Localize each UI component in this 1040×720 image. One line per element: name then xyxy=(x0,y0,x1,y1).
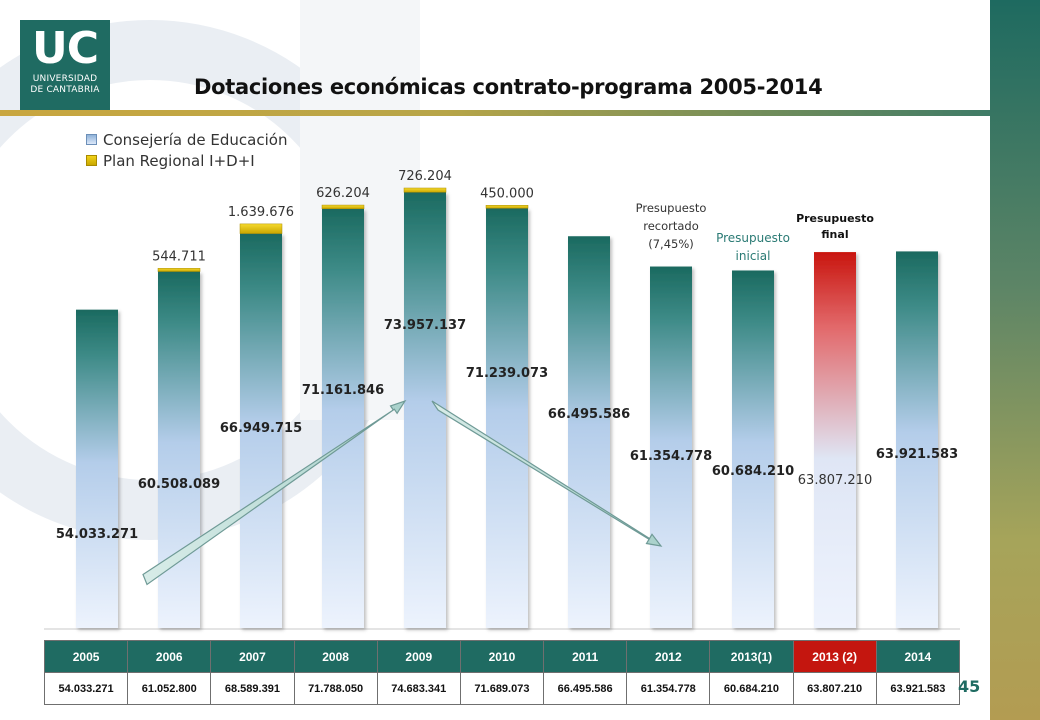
bar-education-2011 xyxy=(568,236,610,628)
table-header-2014: 2014 xyxy=(875,640,961,673)
labels-layer: 54.033.271 60.508.089 66.949.715 71.161.846… xyxy=(56,169,958,542)
table-header-2009: 2009 xyxy=(376,640,461,673)
table-header-2013-2: 2013 (2) xyxy=(792,640,877,673)
table-header-2007: 2007 xyxy=(210,640,295,673)
university-logo: UC UNIVERSIDAD DE CANTABRIA xyxy=(20,20,110,110)
chart-legend: Consejería de Educación Plan Regional I+… xyxy=(86,129,287,171)
table-cell-2013-2: 63.807.210 xyxy=(792,672,877,705)
bars-layer xyxy=(44,187,960,630)
chart-title: Dotaciones económicas contrato-programa … xyxy=(194,75,823,99)
logo-text-line1: UNIVERSIDAD xyxy=(32,74,98,84)
table-header-2008: 2008 xyxy=(293,640,378,673)
data-label-plan-2006: 544.711 xyxy=(152,249,206,264)
arrow-down-icon xyxy=(431,400,663,547)
table-values-row: 54.033.271 61.052.800 68.589.391 71.788.050… xyxy=(43,672,961,705)
table-cell-2008: 71.788.050 xyxy=(293,672,378,705)
data-label-plan-2010: 450.000 xyxy=(480,187,534,202)
annotation-2013-2: Presupuesto final xyxy=(796,212,874,241)
table-header-2012: 2012 xyxy=(626,640,711,673)
table-cell-2013-1: 60.684.210 xyxy=(709,672,794,705)
header-rule xyxy=(0,110,990,116)
arrow-up-icon xyxy=(142,399,407,586)
bar-plan-2007 xyxy=(239,223,283,234)
bar-education-2008 xyxy=(322,208,364,628)
legend-label-education: Consejería de Educación xyxy=(103,130,288,149)
bar-plan-2010 xyxy=(485,205,529,209)
table-header-2006: 2006 xyxy=(127,640,212,673)
table-cell-2009: 74.683.341 xyxy=(376,672,461,705)
logo-mark: UC xyxy=(31,23,99,74)
table-cell-2011: 66.495.586 xyxy=(543,672,628,705)
annotation-2013-1: Presupuesto inicial xyxy=(716,231,790,263)
legend-swatch-plan xyxy=(86,155,97,166)
table-header-2011: 2011 xyxy=(543,640,628,673)
data-label-education-2005: 54.033.271 xyxy=(56,527,138,542)
data-label-education-2010: 71.239.073 xyxy=(466,366,548,381)
table-cell-2012: 61.354.778 xyxy=(626,672,711,705)
data-label-education-2014: 63.921.583 xyxy=(876,447,958,462)
bar-plan-2008 xyxy=(321,204,365,209)
bar-education-2005 xyxy=(76,309,118,628)
table-header-row: 2005 2006 2007 2008 2009 2010 2011 2012 2013(1) 2… xyxy=(43,640,961,673)
table-cell-2005: 54.033.271 xyxy=(43,672,129,705)
legend-item-plan: Plan Regional I+D+I xyxy=(86,150,287,171)
data-label-education-2013-2: 63.807.210 xyxy=(798,473,872,488)
bar-education-2012 xyxy=(650,266,692,628)
bar-education-2007 xyxy=(240,233,282,628)
data-label-education-2013-1: 60.684.210 xyxy=(712,464,794,479)
data-label-education-2011: 66.495.586 xyxy=(548,407,630,422)
bar-education-2013-1 xyxy=(732,270,774,628)
data-label-plan-2009: 726.204 xyxy=(398,169,452,184)
bar-chart: 54.033.271 60.508.089 66.949.715 71.161.846… xyxy=(44,169,960,630)
bar-education-2014 xyxy=(896,251,938,628)
legend-item-education: Consejería de Educación xyxy=(86,129,287,150)
table-cell-2010: 71.689.073 xyxy=(459,672,545,705)
data-table: 2005 2006 2007 2008 2009 2010 2011 2012 2013(1) 2… xyxy=(43,640,961,705)
page-number: 45 xyxy=(958,677,981,696)
legend-swatch-education xyxy=(86,134,97,145)
trend-arrows xyxy=(142,399,663,586)
data-label-education-2007: 66.949.715 xyxy=(220,421,302,436)
bar-education-2006 xyxy=(158,271,200,628)
table-cell-2014: 63.921.583 xyxy=(875,672,961,705)
legend-label-plan: Plan Regional I+D+I xyxy=(103,151,255,170)
bar-plan-2009 xyxy=(403,187,447,193)
data-label-education-2008: 71.161.846 xyxy=(302,383,384,398)
right-decor-stripe xyxy=(990,0,1040,720)
table-header-2010: 2010 xyxy=(459,640,545,673)
data-label-education-2012: 61.354.778 xyxy=(630,449,712,464)
bar-plan-2006 xyxy=(157,268,201,272)
data-label-education-2009: 73.957.137 xyxy=(384,318,466,333)
table-cell-2007: 68.589.391 xyxy=(210,672,295,705)
bar-education-2013-2 xyxy=(814,252,856,628)
annotation-2012: Presupuesto recortado (7,45%) xyxy=(636,201,707,251)
data-label-plan-2008: 626.204 xyxy=(316,186,370,201)
table-header-2013-1: 2013(1) xyxy=(709,640,794,673)
bar-education-2010 xyxy=(486,208,528,628)
data-label-education-2006: 60.508.089 xyxy=(138,477,220,492)
logo-text-line2: DE CANTABRIA xyxy=(30,85,100,95)
table-header-2005: 2005 xyxy=(43,640,129,673)
table-cell-2006: 61.052.800 xyxy=(127,672,212,705)
data-label-plan-2007: 1.639.676 xyxy=(228,205,294,220)
